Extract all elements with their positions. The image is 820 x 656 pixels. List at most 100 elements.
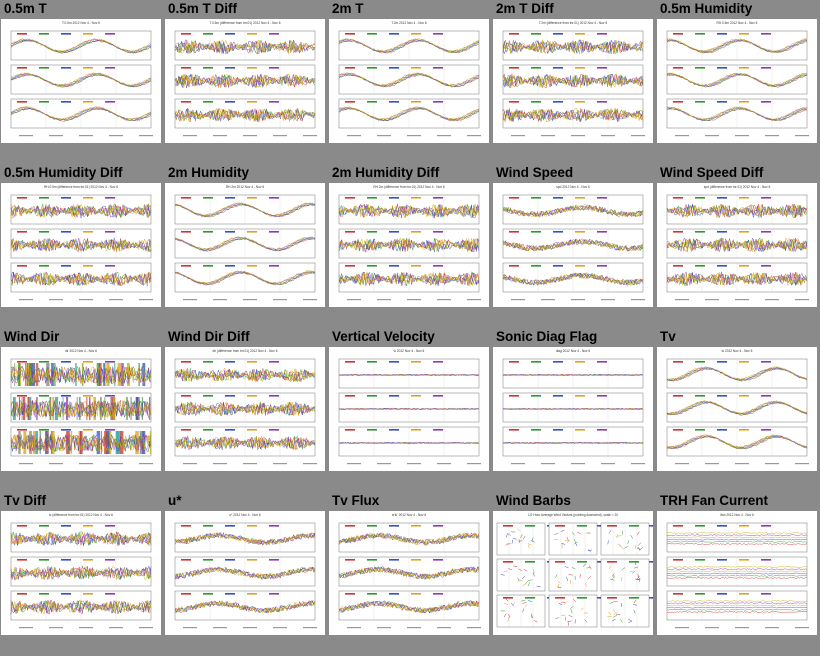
- plot-thumbnail-0-5m-humidity[interactable]: RH.0.5m 2012 Nov 4 - Nov 6: [657, 19, 817, 143]
- plot-title-wind-barbs: Wind Barbs: [496, 493, 571, 508]
- plot-graphic-0-5m-t: [10, 30, 153, 137]
- plot-thumbnail-2m-t-diff[interactable]: T.2m (difference from tnr.01) 2012 Nov 4…: [493, 19, 653, 143]
- plot-title-2m-humidity-diff: 2m Humidity Diff: [332, 165, 440, 180]
- plot-cell-wind-barbs: Wind Barbs 1/2 Hour Average Wind Vectors …: [493, 493, 653, 655]
- plot-caption-wind-dir-diff: dir (difference from tnr.01) 2012 Nov 4 …: [212, 349, 278, 353]
- plot-caption-trh-fan-current: Ifan 2012 Nov 4 - Nov 6: [720, 513, 754, 517]
- plot-caption-wind-speed: spd 2012 Nov 4 - Nov 6: [556, 185, 590, 189]
- plot-graphic-2m-t: [338, 30, 481, 137]
- plot-cell-wind-speed-diff: Wind Speed Diff spd (difference from tnr.…: [657, 165, 817, 327]
- plot-cell-0-5m-humidity: 0.5m Humidity RH.0.5m 2012 Nov 4 - Nov 6: [657, 1, 817, 163]
- plot-thumbnail-tv-flux[interactable]: w'tc' 2012 Nov 4 - Nov 6: [329, 511, 489, 635]
- plot-title-sonic-diag-flag: Sonic Diag Flag: [496, 329, 598, 344]
- plot-caption-2m-t: T.2m 2012 Nov 4 - Nov 6: [391, 21, 427, 25]
- plot-caption-0-5m-humidity: RH.0.5m 2012 Nov 4 - Nov 6: [716, 21, 758, 25]
- plot-thumbnail-sonic-diag-flag[interactable]: diag 2012 Nov 4 - Nov 6: [493, 347, 653, 471]
- plot-thumbnail-wind-speed[interactable]: spd 2012 Nov 4 - Nov 6: [493, 183, 653, 307]
- plot-graphic-tv-flux: [338, 522, 481, 629]
- plot-title-wind-speed: Wind Speed: [496, 165, 574, 180]
- plot-thumbnail-wind-dir[interactable]: dir 2012 Nov 4 - Nov 6: [1, 347, 161, 471]
- plot-caption-u-star: u* 2012 Nov 4 - Nov 6: [229, 513, 261, 517]
- plot-cell-tv-flux: Tv Flux w'tc' 2012 Nov 4 - Nov 6: [329, 493, 489, 655]
- plot-graphic-u-star: [174, 522, 317, 629]
- plot-graphic-2m-t-diff: [502, 30, 645, 137]
- plot-cell-2m-t-diff: 2m T Diff T.2m (difference from tnr.01) 2…: [493, 1, 653, 163]
- plot-caption-0-5m-t-diff: T.0.5m (difference from tnr.01) 2012 Nov…: [209, 21, 281, 25]
- plot-cell-vertical-velocity: Vertical Velocity w 2012 Nov 4 - Nov 6: [329, 329, 489, 491]
- plot-graphic-trh-fan-current: [666, 522, 809, 629]
- plot-title-vertical-velocity: Vertical Velocity: [332, 329, 435, 344]
- plot-cell-2m-humidity-diff: 2m Humidity Diff RH.2m (difference from t…: [329, 165, 489, 327]
- plot-cell-sonic-diag-flag: Sonic Diag Flag diag 2012 Nov 4 - Nov 6: [493, 329, 653, 491]
- plot-title-wind-dir: Wind Dir: [4, 329, 60, 344]
- plot-title-tv: Tv: [660, 329, 676, 344]
- plot-title-0-5m-t: 0.5m T: [4, 1, 47, 16]
- plot-title-2m-t-diff: 2m T Diff: [496, 1, 554, 16]
- plot-thumbnail-trh-fan-current[interactable]: Ifan 2012 Nov 4 - Nov 6: [657, 511, 817, 635]
- plot-thumbnail-vertical-velocity[interactable]: w 2012 Nov 4 - Nov 6: [329, 347, 489, 471]
- plot-graphic-2m-humidity-diff: [338, 194, 481, 301]
- plot-title-u-star: u*: [168, 493, 182, 508]
- plot-cell-2m-humidity: 2m Humidity RH.2m 2012 Nov 4 - Nov 6: [165, 165, 325, 327]
- plot-graphic-wind-dir: [10, 358, 153, 465]
- plot-caption-tv: tc 2012 Nov 4 - Nov 6: [721, 349, 753, 353]
- plot-thumbnail-0-5m-t-diff[interactable]: T.0.5m (difference from tnr.01) 2012 Nov…: [165, 19, 325, 143]
- plot-graphic-0-5m-t-diff: [174, 30, 317, 137]
- plot-thumbnail-0-5m-t[interactable]: T.0.5m 2012 Nov 4 - Nov 6: [1, 19, 161, 143]
- plot-cell-0-5m-t-diff: 0.5m T Diff T.0.5m (difference from tnr.0…: [165, 1, 325, 163]
- plot-graphic-wind-dir-diff: [174, 358, 317, 465]
- plot-cell-u-star: u* u* 2012 Nov 4 - Nov 6: [165, 493, 325, 655]
- plot-caption-vertical-velocity: w 2012 Nov 4 - Nov 6: [393, 349, 425, 353]
- plot-title-wind-dir-diff: Wind Dir Diff: [168, 329, 250, 344]
- plot-title-trh-fan-current: TRH Fan Current: [660, 493, 768, 508]
- plot-title-tv-diff: Tv Diff: [4, 493, 46, 508]
- plot-caption-wind-barbs: 1/2 Hour Average Wind Vectors (pointing …: [527, 513, 619, 517]
- plot-graphic-vertical-velocity: [338, 358, 481, 465]
- plot-caption-2m-humidity-diff: RH.2m (difference from tnr.01) 2012 Nov …: [373, 185, 445, 189]
- plot-thumbnail-2m-humidity[interactable]: RH.2m 2012 Nov 4 - Nov 6: [165, 183, 325, 307]
- plot-caption-wind-dir: dir 2012 Nov 4 - Nov 6: [65, 349, 97, 353]
- plot-thumbnail-tv[interactable]: tc 2012 Nov 4 - Nov 6: [657, 347, 817, 471]
- plot-cell-2m-t: 2m T T.2m 2012 Nov 4 - Nov 6: [329, 1, 489, 163]
- plot-thumbnail-2m-t[interactable]: T.2m 2012 Nov 4 - Nov 6: [329, 19, 489, 143]
- plot-thumbnail-2m-humidity-diff[interactable]: RH.2m (difference from tnr.01) 2012 Nov …: [329, 183, 489, 307]
- plot-graphic-wind-barbs: [496, 522, 653, 628]
- plot-thumbnail-wind-dir-diff[interactable]: dir (difference from tnr.01) 2012 Nov 4 …: [165, 347, 325, 471]
- plot-graphic-tv: [666, 358, 809, 465]
- plot-title-0-5m-humidity: 0.5m Humidity: [660, 1, 753, 16]
- plot-caption-wind-speed-diff: spd (difference from tnr.01) 2012 Nov 4 …: [703, 185, 771, 189]
- plot-cell-tv: Tv tc 2012 Nov 4 - Nov 6: [657, 329, 817, 491]
- plot-cell-wind-dir-diff: Wind Dir Diff dir (difference from tnr.01…: [165, 329, 325, 491]
- plot-title-2m-t: 2m T: [332, 1, 364, 16]
- plot-cell-trh-fan-current: TRH Fan Current Ifan 2012 Nov 4 - Nov 6: [657, 493, 817, 655]
- plot-cell-0-5m-humidity-diff: 0.5m Humidity Diff RH.0.5m (difference fr…: [1, 165, 161, 327]
- plot-cell-wind-dir: Wind Dir dir 2012 Nov 4 - Nov 6: [1, 329, 161, 491]
- plot-title-tv-flux: Tv Flux: [332, 493, 380, 508]
- plot-graphic-wind-speed-diff: [666, 194, 809, 301]
- plot-caption-0-5m-humidity-diff: RH.0.5m (difference from tnr.01) 2012 No…: [44, 185, 118, 189]
- plot-caption-sonic-diag-flag: diag 2012 Nov 4 - Nov 6: [555, 349, 591, 353]
- plot-graphic-2m-humidity: [174, 194, 317, 301]
- plot-thumbnail-wind-barbs[interactable]: 1/2 Hour Average Wind Vectors (pointing …: [493, 511, 653, 635]
- plot-caption-tv-diff: tc (difference from tnr.01) 2012 Nov 4 -…: [49, 513, 113, 517]
- plot-caption-2m-humidity: RH.2m 2012 Nov 4 - Nov 6: [225, 185, 265, 189]
- plot-graphic-sonic-diag-flag: [502, 358, 645, 465]
- plot-thumbnail-u-star[interactable]: u* 2012 Nov 4 - Nov 6: [165, 511, 325, 635]
- plot-graphic-0-5m-humidity: [666, 30, 809, 137]
- plot-graphic-0-5m-humidity-diff: [10, 194, 153, 301]
- plot-cell-tv-diff: Tv Diff tc (difference from tnr.01) 2012 …: [1, 493, 161, 655]
- plot-graphic-tv-diff: [10, 522, 153, 629]
- plot-title-0-5m-humidity-diff: 0.5m Humidity Diff: [4, 165, 123, 180]
- plot-thumbnail-wind-speed-diff[interactable]: spd (difference from tnr.01) 2012 Nov 4 …: [657, 183, 817, 307]
- plot-title-0-5m-t-diff: 0.5m T Diff: [168, 1, 238, 16]
- plot-cell-0-5m-t: 0.5m T T.0.5m 2012 Nov 4 - Nov 6: [1, 1, 161, 163]
- plot-caption-0-5m-t: T.0.5m 2012 Nov 4 - Nov 6: [62, 21, 100, 25]
- plot-caption-2m-t-diff: T.2m (difference from tnr.01) 2012 Nov 4…: [538, 21, 608, 25]
- plot-thumbnail-tv-diff[interactable]: tc (difference from tnr.01) 2012 Nov 4 -…: [1, 511, 161, 635]
- plot-graphic-wind-speed: [502, 194, 645, 301]
- plot-cell-wind-speed: Wind Speed spd 2012 Nov 4 - Nov 6: [493, 165, 653, 327]
- plot-thumbnail-0-5m-humidity-diff[interactable]: RH.0.5m (difference from tnr.01) 2012 No…: [1, 183, 161, 307]
- plot-caption-tv-flux: w'tc' 2012 Nov 4 - Nov 6: [391, 513, 427, 517]
- plot-title-2m-humidity: 2m Humidity: [168, 165, 250, 180]
